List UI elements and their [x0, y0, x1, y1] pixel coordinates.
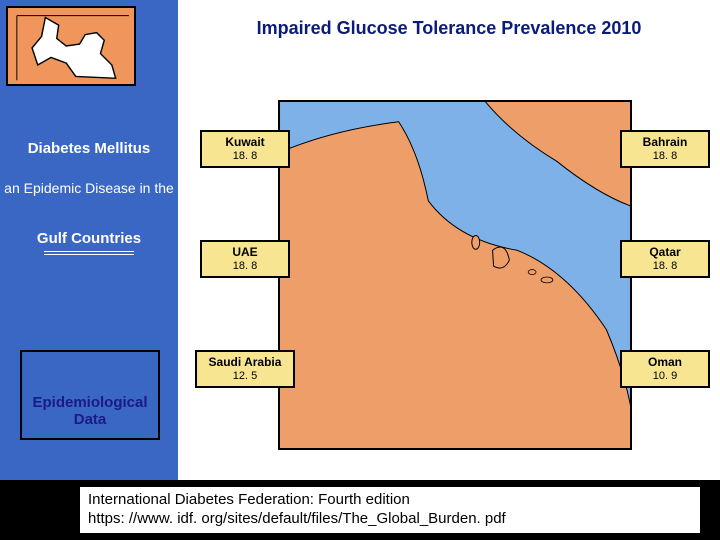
value-label: 18. 8 [202, 260, 288, 274]
country-label: Bahrain [622, 135, 708, 150]
data-box-saudi-arabia: Saudi Arabia 12. 5 [195, 350, 295, 388]
sidebar-title-2: an Epidemic Disease in the [0, 180, 178, 196]
sidebar: Diabetes Mellitus an Epidemic Disease in… [0, 0, 178, 480]
gulf-map [278, 100, 632, 450]
data-box-qatar: Qatar 18. 8 [620, 240, 710, 278]
value-label: 12. 5 [197, 370, 293, 384]
citation-line-1: International Diabetes Federation: Fourt… [88, 491, 692, 510]
data-box-bahrain: Bahrain 18. 8 [620, 130, 710, 168]
slide-title: Impaired Glucose Tolerance Prevalence 20… [178, 18, 720, 39]
sidebar-title-1: Diabetes Mellitus [0, 140, 178, 157]
data-box-oman: Oman 10. 9 [620, 350, 710, 388]
value-label: 18. 8 [202, 150, 288, 164]
minimap-thumbnail [6, 6, 136, 86]
epidemiological-data-box: Epidemiological Data [20, 350, 160, 440]
country-label: Kuwait [202, 135, 288, 150]
citation-box: International Diabetes Federation: Fourt… [80, 487, 700, 533]
epidemiological-data-label: Epidemiological Data [22, 394, 158, 429]
value-label: 18. 8 [622, 260, 708, 274]
country-label: Saudi Arabia [197, 355, 293, 370]
data-box-uae: UAE 18. 8 [200, 240, 290, 278]
country-label: UAE [202, 245, 288, 260]
country-label: Oman [622, 355, 708, 370]
value-label: 10. 9 [622, 370, 708, 384]
country-label: Qatar [622, 245, 708, 260]
sidebar-title-3: Gulf Countries [0, 230, 178, 255]
value-label: 18. 8 [622, 150, 708, 164]
citation-line-2: https: //www. idf. org/sites/default/fil… [88, 510, 692, 529]
data-box-kuwait: Kuwait 18. 8 [200, 130, 290, 168]
